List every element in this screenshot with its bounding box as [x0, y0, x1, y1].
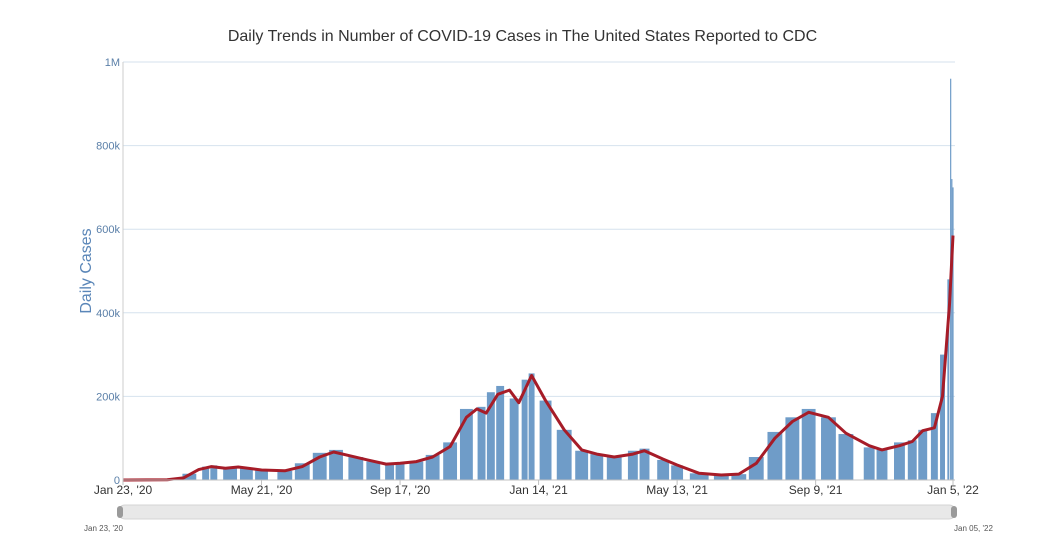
- daily-cases-bar[interactable]: [951, 179, 953, 481]
- y-tick-label: 400k: [96, 308, 120, 320]
- daily-cases-bar[interactable]: [918, 429, 928, 480]
- daily-cases-bar[interactable]: [348, 457, 364, 480]
- daily-cases-bar[interactable]: [366, 461, 381, 480]
- daily-cases-bar[interactable]: [477, 406, 486, 480]
- daily-cases-bar[interactable]: [395, 463, 405, 480]
- x-axis-ticks: Jan 23, '20 May 21, '20 Sep 17, '20 Jan 14,…: [94, 480, 979, 497]
- moving-average-line: [122, 235, 955, 482]
- daily-cases-bar[interactable]: [556, 429, 572, 480]
- daily-cases-bar[interactable]: [223, 467, 238, 480]
- daily-cases-bar[interactable]: [606, 457, 622, 480]
- daily-cases-bar[interactable]: [639, 448, 650, 480]
- y-tick-label: 1M: [105, 57, 120, 69]
- x-tick-label: Jan 14, '21: [509, 483, 568, 497]
- daily-cases-bar[interactable]: [182, 473, 197, 480]
- x-tick-label: May 13, '21: [646, 483, 708, 497]
- daily-cases-bars: [157, 78, 954, 481]
- gridlines: [123, 61, 955, 397]
- navigator-start-label: Jan 23, '20: [84, 524, 123, 533]
- daily-cases-bar[interactable]: [907, 440, 917, 480]
- y-tick-label: 600k: [96, 224, 120, 236]
- daily-cases-bar[interactable]: [657, 459, 670, 480]
- daily-cases-bar[interactable]: [528, 373, 535, 480]
- navigator-end-label: Jan 05, '22: [954, 524, 993, 533]
- navigator-left-handle[interactable]: [117, 506, 123, 518]
- daily-cases-bar[interactable]: [459, 408, 473, 480]
- y-axis-ticks: 0 200k 400k 600k 800k 1M: [96, 57, 120, 487]
- x-tick-label: Sep 9, '21: [789, 483, 843, 497]
- daily-cases-bar[interactable]: [821, 417, 836, 480]
- daily-cases-bar[interactable]: [838, 434, 854, 480]
- x-tick-label: May 21, '20: [231, 483, 293, 497]
- daily-cases-bar[interactable]: [575, 450, 589, 480]
- daily-cases-bar[interactable]: [255, 469, 268, 480]
- daily-cases-bar[interactable]: [713, 475, 729, 480]
- daily-cases-bar[interactable]: [952, 187, 954, 480]
- daily-cases-bar[interactable]: [689, 473, 709, 480]
- x-tick-label: Jan 23, '20: [94, 483, 153, 497]
- daily-cases-bar[interactable]: [671, 465, 684, 480]
- y-axis-label: Daily Cases: [78, 228, 95, 313]
- x-tick-label: Jan 5, '22: [927, 483, 979, 497]
- daily-cases-bar[interactable]: [329, 449, 343, 480]
- daily-cases-bar[interactable]: [894, 442, 905, 480]
- daily-cases-bar[interactable]: [509, 398, 519, 480]
- y-tick-label: 800k: [96, 141, 120, 153]
- daily-cases-bar[interactable]: [210, 465, 218, 480]
- daily-cases-bar[interactable]: [785, 417, 800, 480]
- daily-cases-bar[interactable]: [930, 413, 938, 480]
- range-navigator[interactable]: Jan 23, '20 Jan 05, '22: [84, 504, 993, 533]
- daily-cases-bar[interactable]: [731, 474, 747, 480]
- y-tick-label: 200k: [96, 391, 120, 403]
- daily-cases-bar[interactable]: [947, 279, 950, 480]
- daily-cases-bar[interactable]: [239, 468, 253, 480]
- daily-cases-bar[interactable]: [425, 454, 440, 480]
- daily-cases-bar[interactable]: [748, 457, 764, 480]
- navigator-right-handle[interactable]: [951, 506, 957, 518]
- daily-cases-bar[interactable]: [202, 466, 210, 480]
- daily-cases-bar[interactable]: [940, 354, 945, 480]
- daily-cases-bar[interactable]: [539, 400, 552, 480]
- daily-cases-bar[interactable]: [409, 461, 424, 480]
- daily-cases-bar[interactable]: [496, 385, 505, 480]
- daily-cases-bar[interactable]: [486, 392, 495, 480]
- daily-cases-bar[interactable]: [277, 470, 293, 480]
- y-tick-label: 0: [114, 475, 120, 487]
- daily-cases-bar[interactable]: [590, 454, 604, 480]
- daily-cases-bar[interactable]: [385, 464, 395, 480]
- daily-cases-bar[interactable]: [801, 408, 816, 480]
- daily-cases-bar[interactable]: [443, 442, 458, 480]
- chart-title: Daily Trends in Number of COVID-19 Cases…: [227, 28, 818, 45]
- daily-cases-bar[interactable]: [876, 449, 888, 480]
- daily-cases-bar[interactable]: [521, 379, 528, 480]
- navigator-track[interactable]: [117, 504, 957, 520]
- daily-cases-bar[interactable]: [863, 447, 875, 480]
- daily-cases-bar[interactable]: [627, 450, 638, 480]
- x-tick-label: Sep 17, '20: [370, 483, 431, 497]
